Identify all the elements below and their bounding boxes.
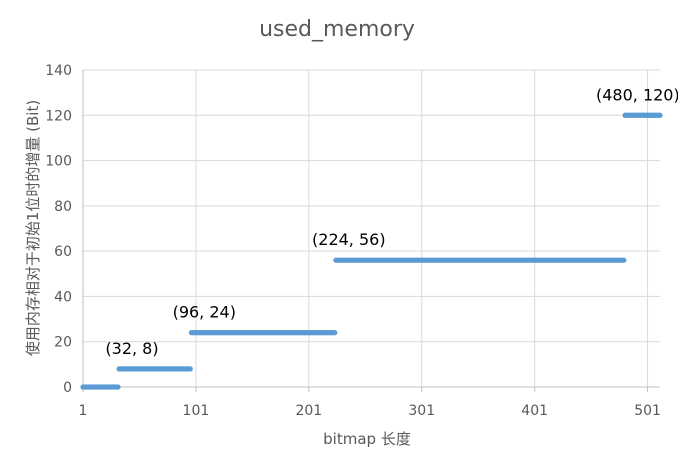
data-point: [621, 257, 627, 263]
y-tick-label: 140: [45, 63, 72, 79]
x-tick-label: 501: [634, 403, 661, 419]
data-point: [115, 384, 121, 390]
data-point: [332, 330, 338, 336]
data-series: [80, 112, 663, 390]
data-point: [187, 366, 193, 372]
data-label: (480, 120): [596, 85, 678, 104]
y-tick-label: 40: [54, 289, 72, 305]
axes: 0 20 40 60 80 100 120 140 1 101 201 301 401 501: [45, 63, 661, 419]
x-tick-label: 401: [521, 403, 548, 419]
data-label: (96, 24): [173, 303, 236, 322]
chart-title: used_memory: [259, 17, 415, 42]
x-tick-label: 201: [295, 403, 322, 419]
y-tick-label: 120: [45, 108, 72, 124]
data-label: (32, 8): [105, 339, 158, 358]
data-label: (224, 56): [312, 230, 386, 249]
x-tick-label: 301: [408, 403, 435, 419]
y-tick-label: 100: [45, 154, 72, 170]
y-tick-label: 20: [54, 335, 72, 351]
x-axis-title: bitmap 长度: [323, 430, 411, 448]
grid: [83, 69, 660, 387]
x-tick-label: 1: [79, 403, 88, 419]
x-tick-label: 101: [183, 403, 210, 419]
data-point: [657, 112, 663, 118]
y-axis-title: 使用内存相对于初始1位时的增量 (Bit): [24, 100, 42, 356]
y-tick-label: 0: [63, 380, 72, 396]
y-tick-label: 60: [54, 244, 72, 260]
data-labels: (32, 8) (96, 24) (224, 56) (480, 120): [105, 85, 678, 358]
y-tick-label: 80: [54, 199, 72, 215]
